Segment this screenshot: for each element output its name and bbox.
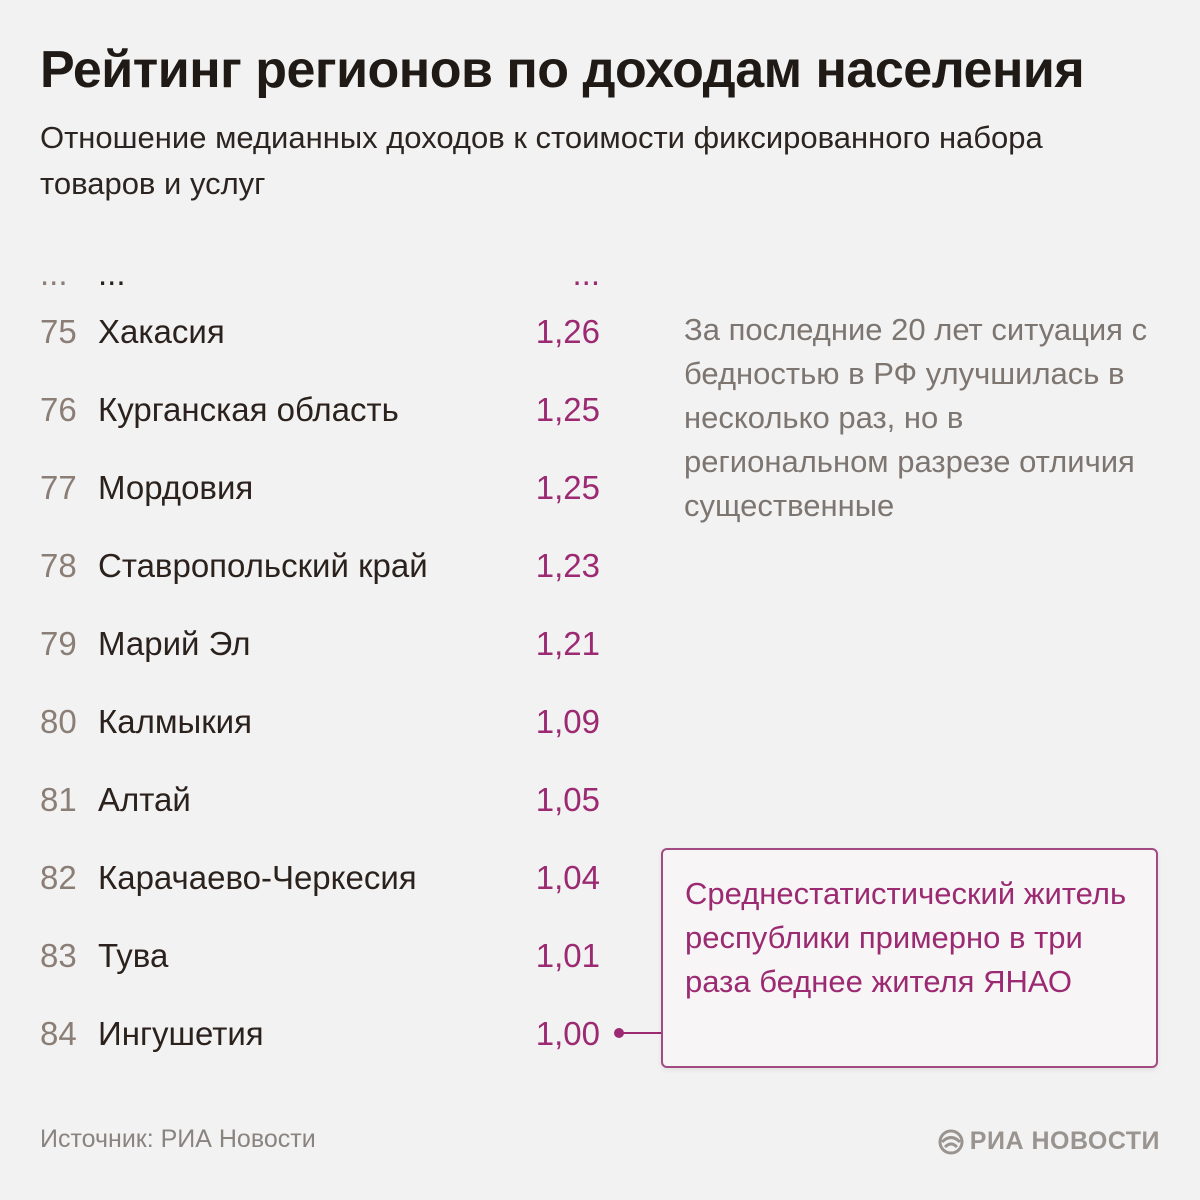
rank-number: 76 (40, 391, 77, 428)
table-row: 81 Алтай 1,05 (40, 780, 600, 820)
rank-number: 84 (40, 1015, 77, 1052)
ratio-value: 1,09 (535, 703, 600, 740)
brand-text: РИА НОВОСТИ (969, 1127, 1160, 1155)
ratio-value: 1,04 (535, 859, 600, 896)
table-row: 84 Ингушетия 1,00 (40, 1014, 600, 1054)
region-name: Калмыкия (98, 703, 252, 740)
brand-logo: РИА НОВОСТИ (938, 1127, 1160, 1156)
rank-number: 82 (40, 859, 77, 896)
rank-number: ... (40, 255, 68, 292)
rank-number: 79 (40, 625, 77, 662)
table-row: 83 Тува 1,01 (40, 936, 600, 976)
ratio-value: ... (572, 255, 600, 292)
region-name: Алтай (98, 781, 191, 818)
region-name: Ставропольский край (98, 547, 428, 584)
rank-number: 77 (40, 469, 77, 506)
region-name: Курганская область (98, 391, 399, 428)
region-name: Тува (98, 937, 169, 974)
callout-connector-dot (614, 1028, 624, 1038)
callout-connector-line (620, 1032, 661, 1034)
side-note: За последние 20 лет ситуация с бедностью… (684, 312, 1148, 523)
table-row: 76 Курганская область 1,25 (40, 390, 600, 430)
callout-text: Среднестатистический житель республики п… (685, 876, 1127, 999)
page-subtitle: Отношение медианных доходов к стоимости … (40, 120, 1043, 201)
table-row: 80 Калмыкия 1,09 (40, 702, 600, 742)
ratio-value: 1,05 (535, 781, 600, 818)
region-name: Карачаево-Черкесия (98, 859, 417, 896)
table-row: 79 Марий Эл 1,21 (40, 624, 600, 664)
ellipsis-row: ... ... ... (40, 255, 600, 302)
rank-number: 80 (40, 703, 77, 740)
ratio-value: 1,25 (535, 469, 600, 506)
callout-box: Среднестатистический житель республики п… (661, 848, 1158, 1068)
ratio-value: 1,00 (535, 1015, 600, 1052)
rank-number: 81 (40, 781, 77, 818)
region-name: Мордовия (98, 469, 254, 506)
rank-number: 78 (40, 547, 77, 584)
ratio-value: 1,01 (535, 937, 600, 974)
page-title: Рейтинг регионов по доходам населения (40, 41, 1085, 99)
source-label: Источник: РИА Новости (40, 1125, 316, 1153)
ratio-value: 1,21 (535, 625, 600, 662)
ratio-value: 1,23 (535, 547, 600, 584)
region-name: Ингушетия (98, 1015, 264, 1052)
region-name: Хакасия (98, 313, 225, 350)
rank-number: 83 (40, 937, 77, 974)
table-row: 77 Мордовия 1,25 (40, 468, 600, 508)
ratio-value: 1,25 (535, 391, 600, 428)
rank-number: 75 (40, 313, 77, 350)
table-row: 82 Карачаево-Черкесия 1,04 (40, 858, 600, 898)
ratio-value: 1,26 (535, 313, 600, 350)
table-row: 75 Хакасия 1,26 (40, 312, 600, 352)
region-name: ... (98, 255, 126, 292)
table-row: 78 Ставропольский край 1,23 (40, 546, 600, 586)
ria-logo-icon (938, 1129, 964, 1154)
region-name: Марий Эл (98, 625, 251, 662)
